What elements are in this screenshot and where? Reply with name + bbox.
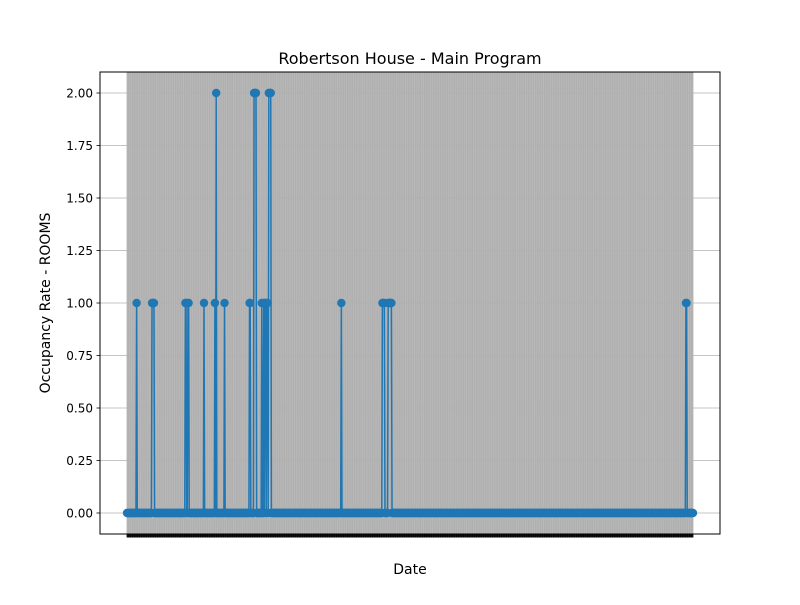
- y-tick-label: 0.25: [66, 454, 93, 468]
- data-point: [263, 298, 272, 308]
- data-point: [246, 298, 255, 308]
- y-tick-label: 1.50: [66, 192, 93, 206]
- data-point: [682, 298, 691, 308]
- data-point: [212, 88, 221, 98]
- y-tick-label: 1.75: [66, 139, 93, 153]
- data-point: [337, 298, 346, 308]
- data-point: [688, 508, 698, 518]
- data-point: [132, 298, 141, 308]
- y-tick-label: 0.00: [66, 507, 93, 521]
- data-point: [184, 298, 193, 308]
- data-point: [251, 88, 261, 98]
- grid-layer: [100, 72, 720, 534]
- y-tick-label: 0.75: [66, 349, 93, 363]
- y-tick-label: 2.00: [66, 87, 93, 101]
- y-tick-label: 1.00: [66, 297, 93, 311]
- data-point: [210, 298, 220, 308]
- data-point: [387, 298, 396, 308]
- data-point: [149, 298, 159, 308]
- data-point: [199, 298, 209, 308]
- x-axis-label: Date: [393, 562, 426, 578]
- data-point: [266, 88, 275, 98]
- chart-title: Robertson House - Main Program: [278, 49, 541, 68]
- y-tick-label: 1.25: [66, 244, 93, 258]
- series-layer: [122, 88, 698, 518]
- data-point: [220, 298, 229, 308]
- axis-layer: 0.00 0.25 0.50 0.75 1.00 1.25 1.50 1.75 2.00: [66, 87, 694, 538]
- y-axis-label: Occupancy Rate - ROOMS: [38, 212, 54, 393]
- y-tick-label: 0.50: [66, 402, 93, 416]
